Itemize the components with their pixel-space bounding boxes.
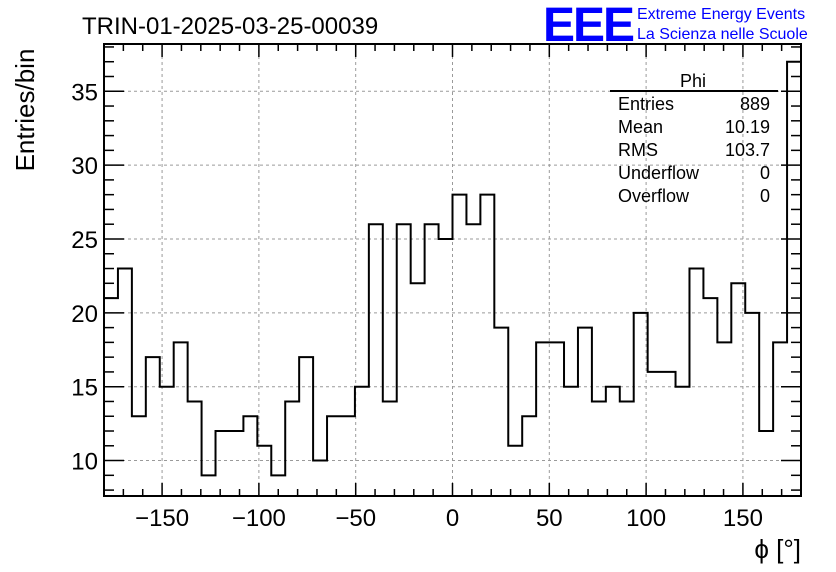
- y-axis-label: Entries/bin: [10, 49, 40, 172]
- histogram-bin: [425, 224, 439, 496]
- histogram-bin: [717, 342, 731, 496]
- histogram-bin: [592, 401, 606, 496]
- stats-label: Entries: [618, 94, 674, 114]
- histogram-bin: [522, 416, 536, 496]
- stats-value: 889: [740, 94, 770, 114]
- histogram-bin: [648, 372, 662, 496]
- stats-label: Mean: [618, 117, 663, 137]
- histogram-bin: [662, 372, 676, 496]
- histogram-bin: [216, 431, 230, 496]
- chart-title: TRIN-01-2025-03-25-00039: [82, 13, 378, 40]
- y-tick-label: 25: [71, 227, 98, 254]
- stats-label: Overflow: [618, 186, 690, 206]
- stats-value: 0: [760, 186, 770, 206]
- histogram-bin: [243, 416, 257, 496]
- stats-value: 0: [760, 163, 770, 183]
- histogram-bin: [383, 401, 397, 496]
- histogram-bin: [202, 475, 216, 496]
- x-tick-label: 50: [536, 505, 563, 532]
- logo-mark: EEE: [543, 0, 634, 52]
- y-tick-labels: 10 15 20 25 30 35: [71, 79, 98, 475]
- histogram-bin: [439, 239, 453, 496]
- histogram-bin: [397, 224, 411, 496]
- histogram-bin: [369, 224, 383, 496]
- logo-line2: La Scienza nelle Scuole: [637, 26, 808, 43]
- histogram-bin: [689, 269, 703, 496]
- histogram-bin: [341, 416, 355, 496]
- stats-name: Phi: [680, 71, 706, 91]
- histogram-bin: [229, 431, 243, 496]
- histogram-bin: [118, 269, 132, 496]
- histogram-bin: [536, 342, 550, 496]
- x-axis-label: ϕ [°]: [754, 534, 801, 564]
- histogram-bin: [773, 342, 787, 496]
- histogram-bin: [299, 357, 313, 496]
- x-tick-label: 100: [626, 505, 666, 532]
- logo-line1: Extreme Energy Events: [637, 6, 805, 23]
- histogram-bin: [160, 387, 174, 496]
- histogram-bin: [313, 461, 327, 496]
- histogram-bin: [327, 416, 341, 496]
- stats-value: 103.7: [725, 140, 770, 160]
- histogram-bin: [634, 313, 648, 496]
- histogram-bin: [676, 387, 690, 496]
- histogram-bin: [703, 298, 717, 496]
- histogram-bin: [606, 387, 620, 496]
- histogram-bin: [494, 328, 508, 496]
- histogram-bin: [508, 446, 522, 496]
- histogram-bin: [759, 431, 773, 496]
- logo: EEE Extreme Energy Events La Scienza nel…: [543, 0, 808, 52]
- x-tick-label: −50: [335, 505, 376, 532]
- x-tick-labels: −150 −100 −50 0 50 100 150: [135, 505, 763, 532]
- histogram-bin: [578, 328, 592, 496]
- histogram-bin: [550, 342, 564, 496]
- y-tick-label: 10: [71, 449, 98, 476]
- histogram-bin: [355, 387, 369, 496]
- histogram-bin: [411, 283, 425, 496]
- histogram-bin: [285, 401, 299, 496]
- histogram-bin: [174, 342, 188, 496]
- histogram-bin: [564, 387, 578, 496]
- x-tick-label: −150: [135, 505, 189, 532]
- histogram-outline: [104, 60, 801, 477]
- histogram-bin: [480, 195, 494, 496]
- stats-label: RMS: [618, 140, 658, 160]
- histogram-bin: [132, 416, 146, 496]
- x-tick-label: 0: [446, 505, 459, 532]
- stats-label: Underflow: [618, 163, 700, 183]
- histogram-bins: [104, 60, 801, 496]
- histogram-bin: [453, 195, 467, 496]
- histogram-bin: [731, 283, 745, 496]
- y-tick-label: 15: [71, 375, 98, 402]
- x-tick-label: 150: [723, 505, 763, 532]
- stats-value: 10.19: [725, 117, 770, 137]
- x-tick-label: −100: [232, 505, 286, 532]
- histogram-bin: [620, 401, 634, 496]
- y-tick-label: 35: [71, 79, 98, 106]
- histogram-bin: [466, 224, 480, 496]
- stats-box: Phi Entries 889 Mean 10.19 RMS 103.7 Underflow…: [610, 71, 778, 206]
- y-tick-label: 30: [71, 153, 98, 180]
- histogram-bin: [188, 401, 202, 496]
- y-tick-label: 20: [71, 301, 98, 328]
- histogram-bin: [745, 313, 759, 496]
- axis-ticks: [103, 44, 802, 496]
- histogram-bin: [146, 357, 160, 496]
